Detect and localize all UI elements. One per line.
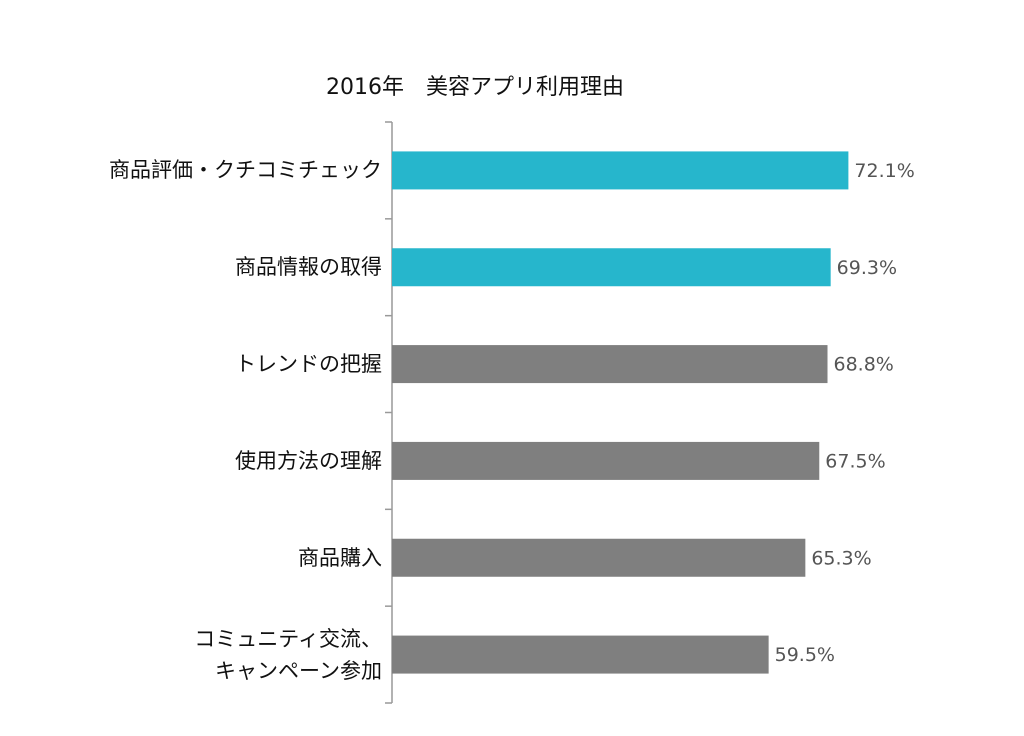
bar <box>392 345 828 384</box>
category-label: コミュニティ交流、 キャンペーン参加 <box>194 626 382 683</box>
value-label: 72.1% <box>854 160 914 182</box>
value-label: 65.3% <box>811 547 871 569</box>
chart-title: 2016年 美容アプリ利用理由 <box>326 75 624 100</box>
bar <box>392 441 820 480</box>
value-label: 67.5% <box>825 450 885 472</box>
category-label: 使用方法の理解 <box>235 448 382 473</box>
bar <box>392 248 831 287</box>
bar <box>392 635 769 674</box>
value-label: 69.3% <box>837 257 897 279</box>
category-label: 商品評価・クチコミチェック <box>109 158 382 183</box>
category-label: 商品情報の取得 <box>235 255 382 280</box>
value-label: 59.5% <box>775 644 835 666</box>
bar <box>392 538 806 577</box>
bar <box>392 151 849 190</box>
category-label: トレンドの把握 <box>235 352 382 377</box>
category-label: 商品購入 <box>298 545 382 570</box>
value-label: 68.8% <box>834 354 894 376</box>
